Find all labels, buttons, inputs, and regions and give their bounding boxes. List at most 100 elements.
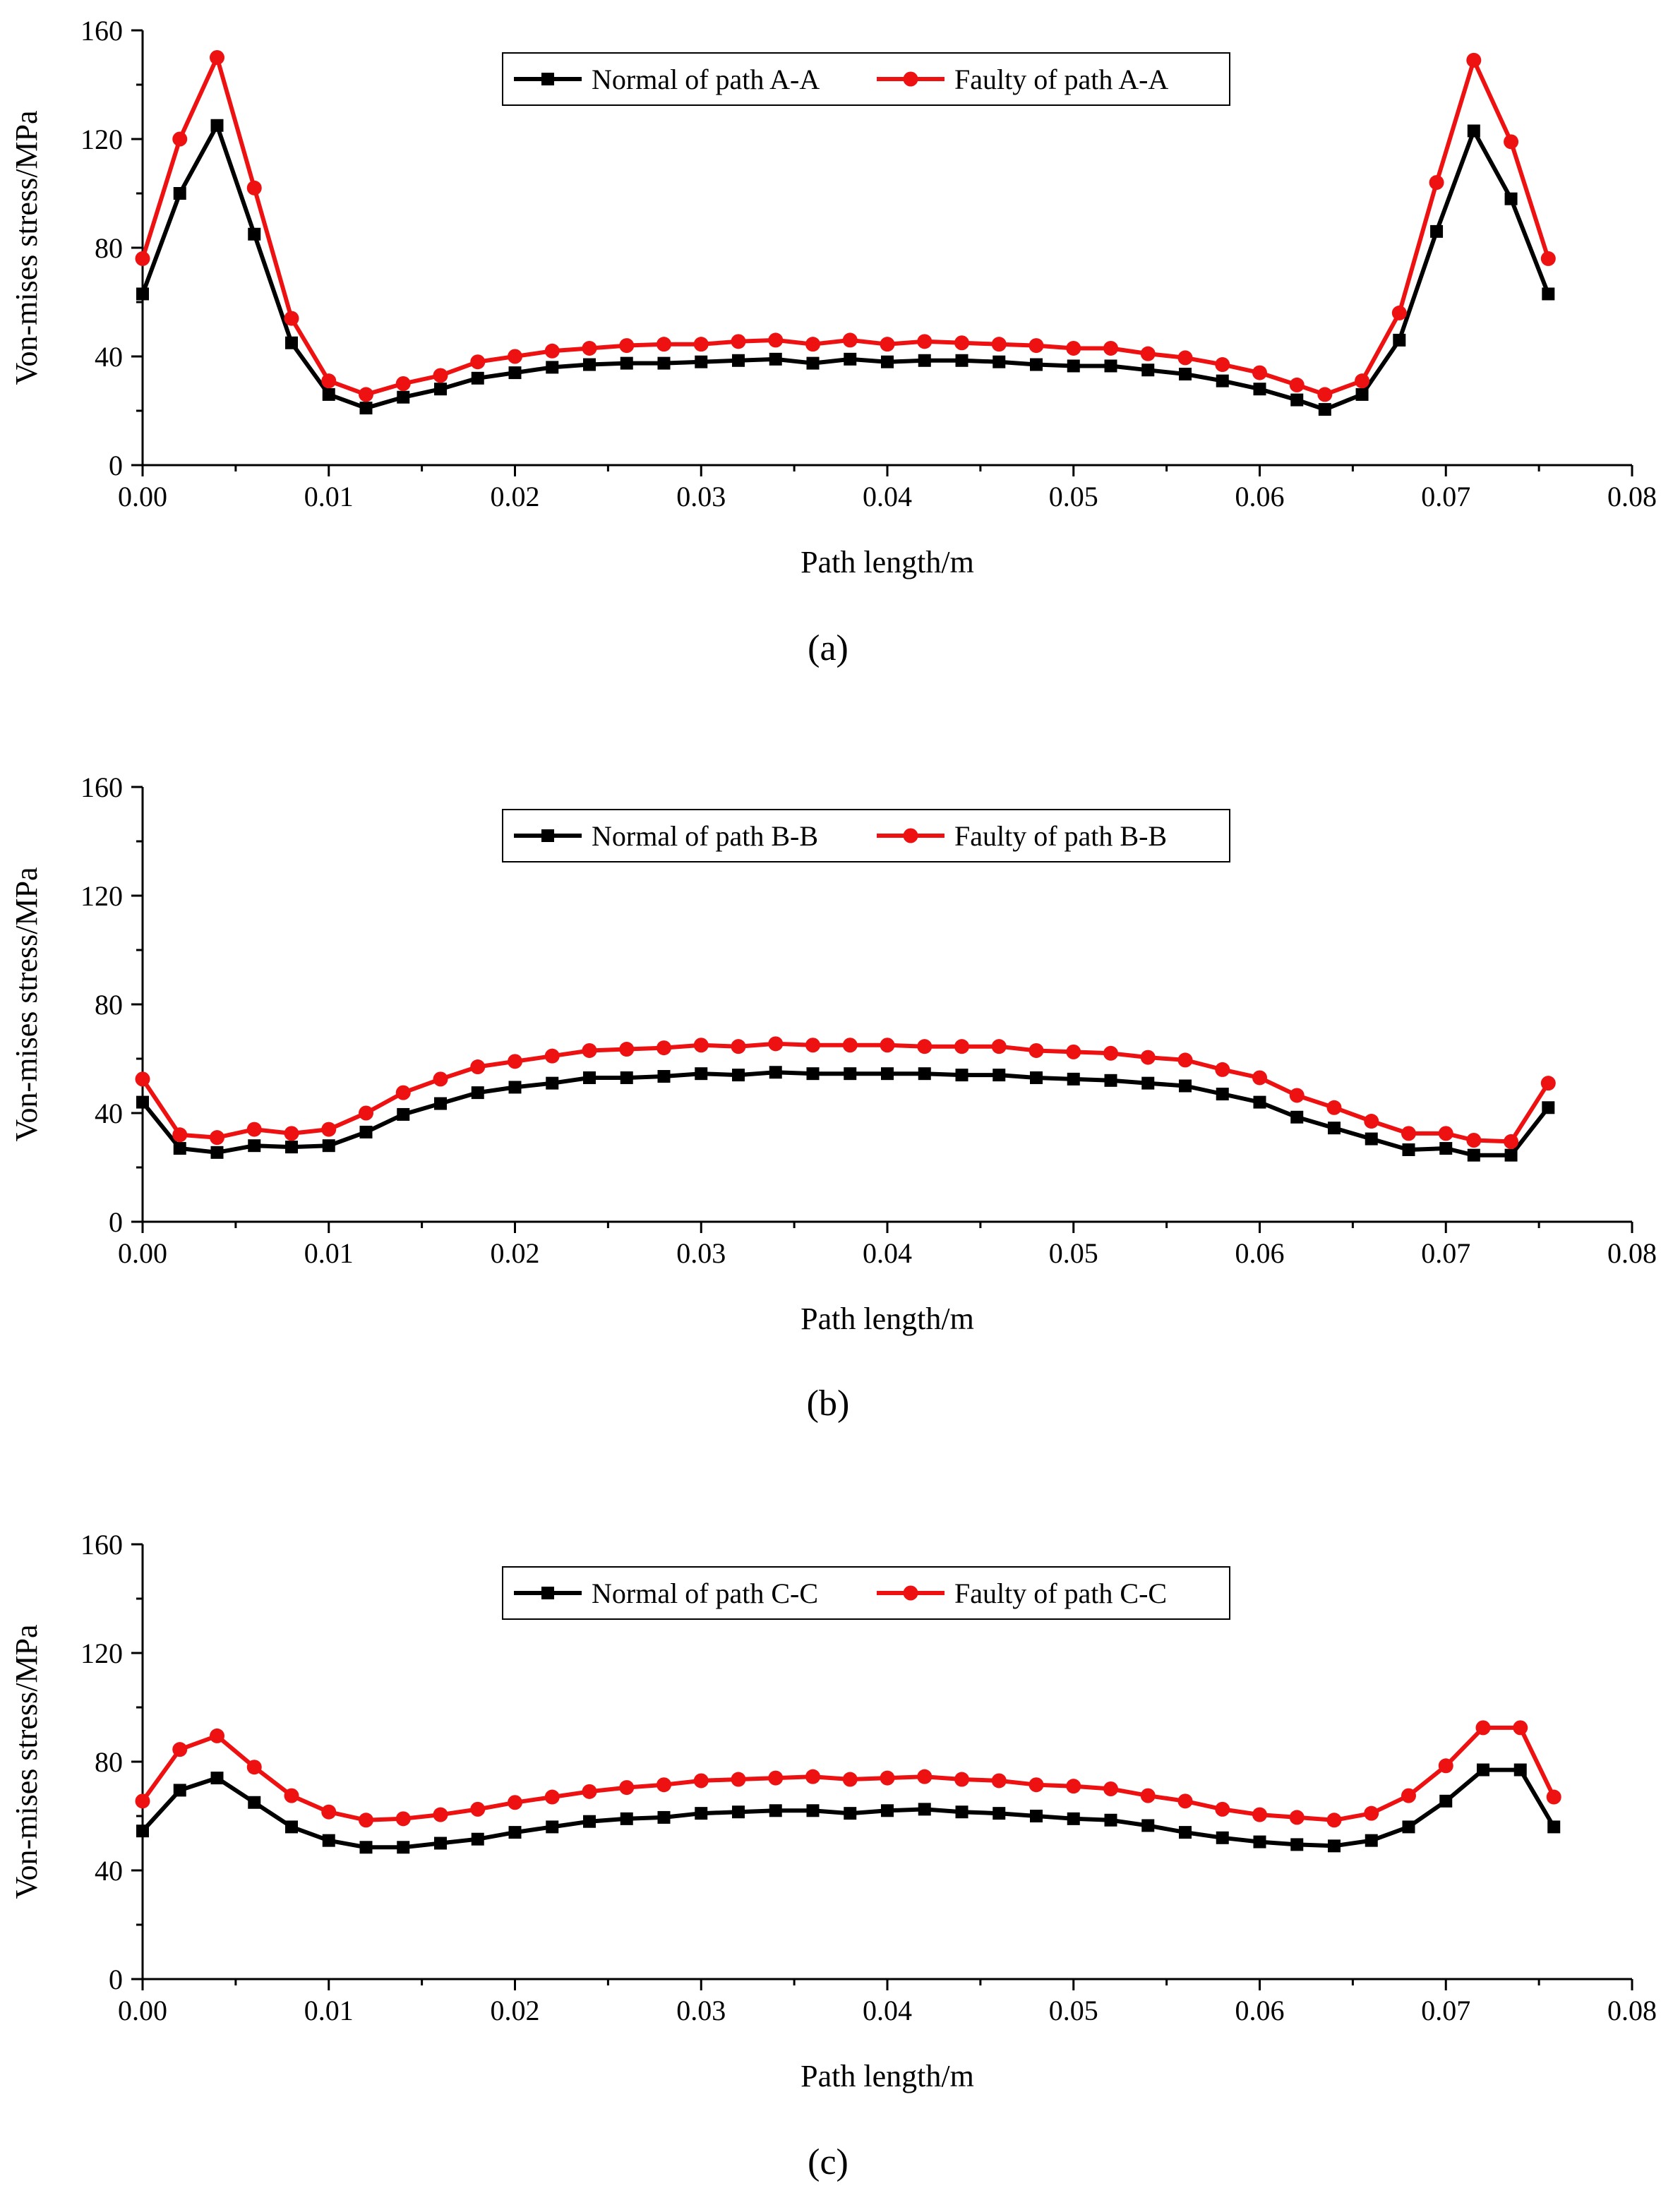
- data-point-circle: [656, 1040, 671, 1056]
- data-point-square: [1477, 1763, 1489, 1777]
- data-point-square: [806, 1804, 820, 1817]
- data-point-square: [1253, 1095, 1266, 1109]
- data-point-circle: [582, 1784, 597, 1799]
- data-point-square: [434, 383, 447, 396]
- x-tick-label: 0.00: [118, 1995, 167, 2026]
- data-point-circle: [172, 131, 188, 147]
- data-point-square: [1467, 124, 1480, 138]
- legend-marker-square: [541, 73, 554, 85]
- data-point-circle: [172, 1742, 188, 1757]
- legend-label: Normal of path A-A: [592, 64, 820, 95]
- data-point-square: [359, 1841, 373, 1854]
- data-point-square: [620, 1071, 633, 1084]
- data-point-square: [620, 1812, 633, 1825]
- data-point-circle: [991, 1039, 1007, 1054]
- data-point-circle: [1066, 1779, 1081, 1794]
- data-point-square: [844, 1067, 857, 1081]
- data-point-circle: [284, 1788, 299, 1803]
- y-tick-label: 40: [95, 1098, 123, 1129]
- x-tick-label: 0.07: [1421, 481, 1470, 512]
- data-point-square: [1290, 1110, 1304, 1124]
- data-point-circle: [1215, 1801, 1230, 1817]
- data-point-square: [173, 187, 186, 200]
- x-tick-label: 0.05: [1049, 481, 1098, 512]
- data-point-circle: [246, 1760, 262, 1775]
- data-point-square: [732, 1805, 745, 1819]
- series-normal: [136, 1066, 1555, 1162]
- data-point-square: [1328, 1122, 1341, 1135]
- data-point-square: [1030, 1071, 1043, 1084]
- data-point-square: [806, 1067, 820, 1081]
- data-point-circle: [954, 1039, 969, 1054]
- data-point-circle: [693, 1773, 709, 1789]
- data-point-circle: [1317, 387, 1333, 402]
- data-point-circle: [1103, 1045, 1118, 1061]
- data-point-circle: [1029, 1042, 1044, 1058]
- data-point-square: [993, 355, 1006, 368]
- chart-panel-1: 0.00 0.01 0.02 0.03 0.04 0.05 0.06 0.07 0.08 0 40 8…: [9, 15, 1657, 668]
- data-point-circle: [1140, 1788, 1156, 1803]
- y-tick-label: 120: [80, 124, 123, 155]
- legend-marker-circle: [903, 1585, 918, 1601]
- data-point-square: [1179, 368, 1192, 381]
- x-tick-label: 0.08: [1607, 1237, 1657, 1269]
- data-point-circle: [359, 1105, 373, 1121]
- data-point-square: [471, 1086, 484, 1100]
- data-point-circle: [1355, 373, 1370, 389]
- x-tick-label: 0.03: [676, 1995, 726, 2026]
- y-axis-title: Von-mises stress/MPa: [9, 867, 44, 1141]
- legend-marker-circle: [903, 828, 918, 843]
- data-point-circle: [1215, 1062, 1230, 1077]
- data-point-circle: [1429, 175, 1444, 191]
- data-point-square: [881, 1804, 894, 1817]
- data-point-circle: [1140, 346, 1156, 361]
- x-tick-label: 0.00: [118, 1237, 167, 1269]
- data-point-circle: [470, 354, 486, 370]
- data-point-circle: [582, 340, 597, 356]
- data-point-circle: [433, 1807, 448, 1822]
- data-point-circle: [210, 1130, 224, 1146]
- x-tick-label: 0.04: [863, 481, 912, 512]
- data-point-square: [583, 1815, 596, 1828]
- data-point-circle: [508, 1795, 522, 1810]
- data-point-square: [359, 402, 373, 415]
- data-point-square: [1504, 192, 1518, 205]
- data-point-square: [806, 356, 820, 370]
- data-point-circle: [1140, 1050, 1156, 1065]
- data-point-circle: [1401, 1126, 1416, 1141]
- data-point-circle: [470, 1059, 486, 1075]
- x-tick-label: 0.04: [863, 1995, 912, 2026]
- data-point-circle: [693, 337, 709, 352]
- data-point-square: [620, 356, 633, 370]
- x-tick-label: 0.02: [491, 1237, 540, 1269]
- data-point-square: [657, 356, 671, 370]
- data-point-square: [583, 358, 596, 371]
- data-point-square: [285, 336, 298, 349]
- legend-box: [502, 52, 1230, 106]
- data-point-square: [1439, 1794, 1453, 1808]
- data-point-circle: [1540, 251, 1556, 266]
- data-point-circle: [321, 1804, 337, 1820]
- data-point-square: [1393, 333, 1406, 347]
- data-point-circle: [1326, 1100, 1342, 1115]
- data-point-circle: [768, 332, 784, 348]
- panel-caption: (a): [808, 628, 849, 668]
- y-tick-label: 0: [109, 1964, 123, 1995]
- data-point-circle: [1252, 365, 1267, 380]
- y-tick-label: 40: [95, 341, 123, 373]
- y-axis-title: Von-mises stress/MPa: [9, 110, 44, 385]
- data-point-square: [732, 354, 745, 367]
- data-point-square: [1067, 359, 1080, 373]
- data-point-circle: [619, 1780, 635, 1796]
- data-point-circle: [359, 1813, 373, 1828]
- x-tick-label: 0.07: [1421, 1237, 1470, 1269]
- data-point-circle: [842, 1772, 858, 1787]
- data-point-circle: [880, 337, 895, 352]
- data-point-circle: [1103, 1781, 1118, 1796]
- data-point-circle: [1438, 1758, 1453, 1774]
- data-point-circle: [917, 334, 933, 349]
- data-point-circle: [991, 337, 1007, 352]
- data-point-circle: [656, 1777, 671, 1793]
- data-point-square: [844, 352, 857, 366]
